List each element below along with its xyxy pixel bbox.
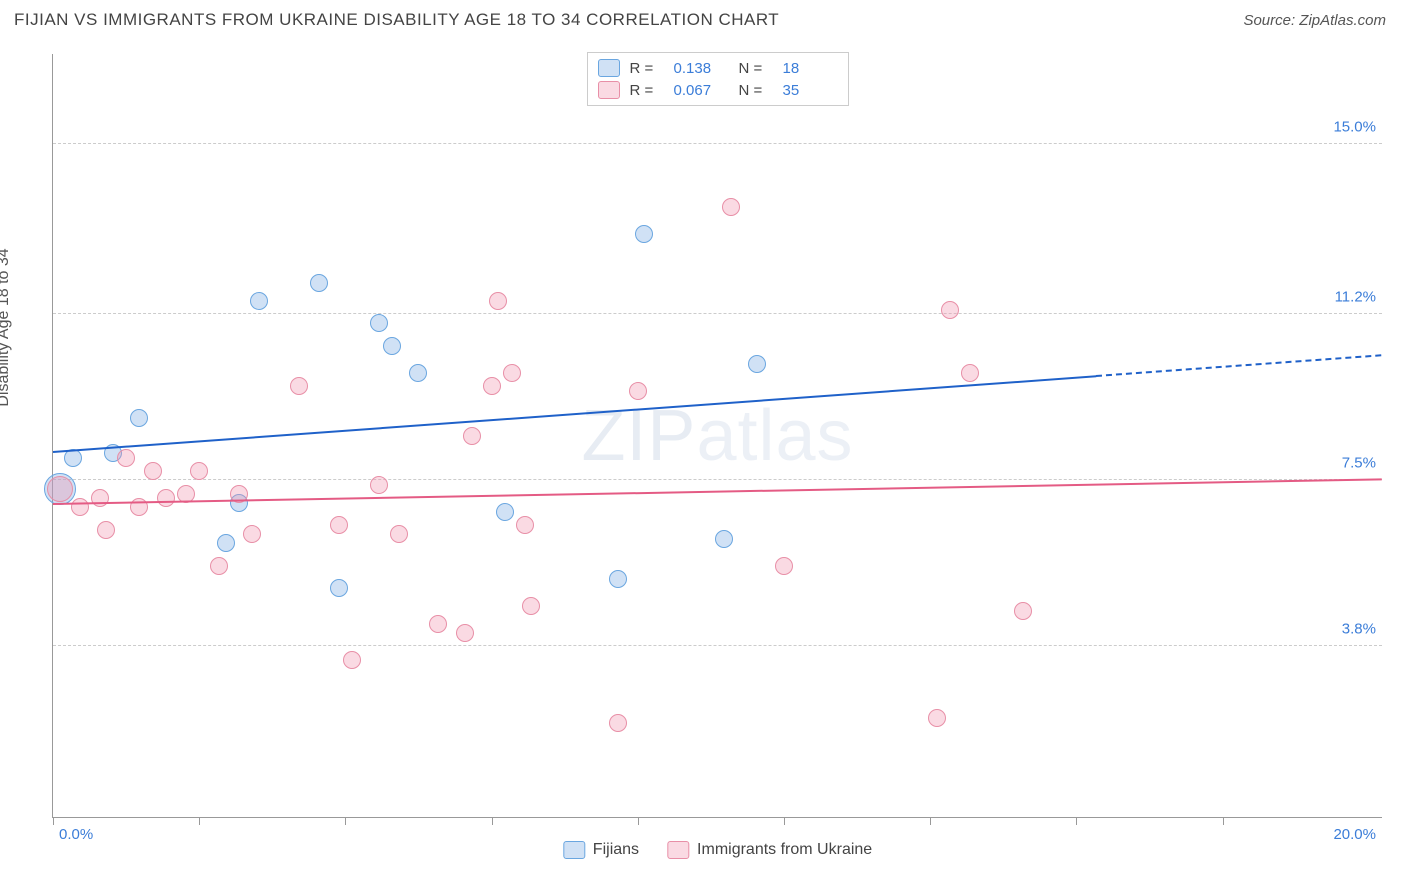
data-point: [629, 382, 647, 400]
x-tick: [1076, 817, 1077, 825]
y-tick-label: 15.0%: [1333, 118, 1376, 135]
gridline: [53, 479, 1382, 480]
legend-n-value: 35: [783, 82, 838, 99]
legend-series-name: Fijians: [593, 841, 639, 859]
trend-line: [53, 375, 1096, 453]
legend-item: Immigrants from Ukraine: [667, 841, 872, 859]
x-max-label: 20.0%: [1333, 826, 1376, 843]
data-point: [290, 377, 308, 395]
x-tick: [638, 817, 639, 825]
plot-area: ZIPatlas 3.8%7.5%11.2%15.0%0.0%20.0%R =0…: [52, 54, 1382, 818]
data-point: [47, 476, 73, 502]
data-point: [217, 534, 235, 552]
data-point: [463, 427, 481, 445]
watermark: ZIPatlas: [581, 395, 853, 477]
x-tick: [1223, 817, 1224, 825]
data-point: [609, 570, 627, 588]
trend-line: [1096, 355, 1382, 378]
data-point: [483, 377, 501, 395]
data-point: [190, 462, 208, 480]
data-point: [429, 615, 447, 633]
data-point: [961, 364, 979, 382]
data-point: [609, 714, 627, 732]
legend-r-value: 0.138: [674, 60, 729, 77]
legend-swatch: [598, 81, 620, 99]
x-tick: [53, 817, 54, 825]
data-point: [1014, 602, 1032, 620]
data-point: [383, 337, 401, 355]
legend-r-value: 0.067: [674, 82, 729, 99]
data-point: [522, 597, 540, 615]
data-point: [330, 579, 348, 597]
legend-row: R = 0.138 N = 18: [598, 57, 838, 79]
data-point: [71, 498, 89, 516]
data-point: [409, 364, 427, 382]
watermark-thin: atlas: [696, 396, 853, 476]
data-point: [144, 462, 162, 480]
data-point: [117, 449, 135, 467]
data-point: [496, 503, 514, 521]
gridline: [53, 645, 1382, 646]
data-point: [722, 198, 740, 216]
legend-row: R = 0.067 N = 35: [598, 79, 838, 101]
chart-container: Disability Age 18 to 34 ZIPatlas 3.8%7.5…: [14, 44, 1392, 878]
data-point: [91, 489, 109, 507]
gridline: [53, 143, 1382, 144]
data-point: [390, 525, 408, 543]
data-point: [516, 516, 534, 534]
trend-line: [53, 478, 1382, 505]
legend-r-label: R =: [630, 82, 664, 99]
x-tick: [345, 817, 346, 825]
data-point: [370, 314, 388, 332]
x-tick: [199, 817, 200, 825]
y-axis-label: Disability Age 18 to 34: [0, 248, 13, 406]
data-point: [243, 525, 261, 543]
gridline: [53, 313, 1382, 314]
x-tick: [930, 817, 931, 825]
data-point: [330, 516, 348, 534]
legend-n-label: N =: [739, 82, 773, 99]
data-point: [456, 624, 474, 642]
data-point: [503, 364, 521, 382]
legend-r-label: R =: [630, 60, 664, 77]
y-tick-label: 3.8%: [1342, 621, 1376, 638]
series-legend: Fijians Immigrants from Ukraine: [563, 841, 872, 859]
data-point: [250, 292, 268, 310]
x-tick: [784, 817, 785, 825]
data-point: [928, 709, 946, 727]
x-tick: [492, 817, 493, 825]
chart-title: FIJIAN VS IMMIGRANTS FROM UKRAINE DISABI…: [14, 10, 779, 30]
legend-series-name: Immigrants from Ukraine: [697, 841, 872, 859]
data-point: [748, 355, 766, 373]
data-point: [941, 301, 959, 319]
data-point: [157, 489, 175, 507]
data-point: [343, 651, 361, 669]
source-label: Source: ZipAtlas.com: [1243, 12, 1386, 29]
data-point: [310, 274, 328, 292]
y-tick-label: 11.2%: [1335, 289, 1376, 306]
y-tick-label: 7.5%: [1342, 455, 1376, 472]
data-point: [370, 476, 388, 494]
legend-swatch: [563, 841, 585, 859]
data-point: [715, 530, 733, 548]
data-point: [489, 292, 507, 310]
correlation-legend: R = 0.138 N = 18 R = 0.067 N = 35: [587, 52, 849, 106]
data-point: [635, 225, 653, 243]
data-point: [97, 521, 115, 539]
data-point: [210, 557, 228, 575]
data-point: [130, 409, 148, 427]
legend-swatch: [667, 841, 689, 859]
legend-n-value: 18: [783, 60, 838, 77]
legend-n-label: N =: [739, 60, 773, 77]
x-min-label: 0.0%: [59, 826, 93, 843]
legend-item: Fijians: [563, 841, 639, 859]
legend-swatch: [598, 59, 620, 77]
data-point: [775, 557, 793, 575]
